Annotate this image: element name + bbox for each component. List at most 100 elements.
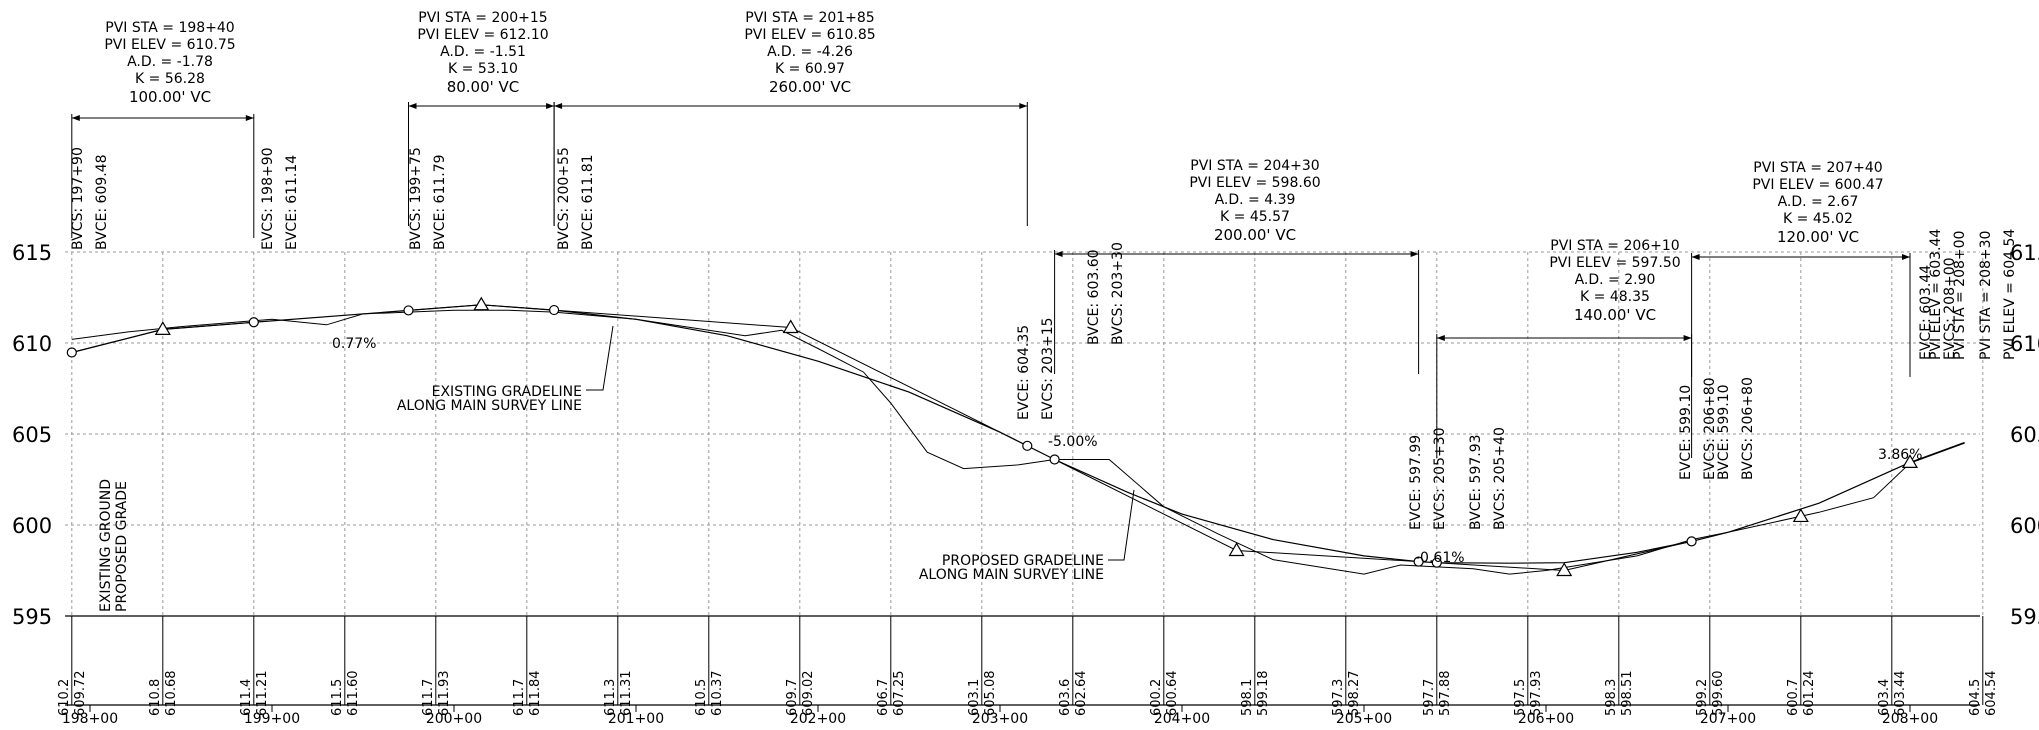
pvi-ad-text: A.D. = 4.39	[1215, 192, 1296, 208]
grade-percent-label: 0.77%	[332, 336, 376, 352]
existing-elevation-value: 611.4	[239, 679, 254, 716]
elevation-tick-label: 605	[12, 423, 52, 447]
pvi-ad-text: A.D. = 2.67	[1778, 194, 1859, 210]
pvi-k-text: K = 53.10	[448, 61, 518, 77]
vc-elevation-label: EVCS: 203+15	[1040, 317, 1056, 420]
proposed-elevation-value: 609.02	[801, 671, 816, 717]
existing-elevation-value: 603.4	[1877, 679, 1892, 716]
elevation-tick-label: 610	[12, 332, 52, 356]
existing-elevation-value: 597.3	[1331, 679, 1346, 716]
proposed-elevation-value: 603.44	[1893, 671, 1908, 717]
pvi-elev-text: PVI ELEV = 610.85	[744, 27, 875, 43]
existing-elevation-value: 603.1	[967, 679, 982, 716]
vc-elevation-label: BVCS: 206+80	[1740, 377, 1756, 480]
vc-station-label: BVCS: 199+75	[408, 147, 424, 250]
vc-station-label: BVCE: 603.60	[1086, 249, 1102, 345]
vc-station-label: PVI ELEV = 603.44	[1928, 229, 1944, 360]
elevation-tick-label-right: 615	[2010, 241, 2039, 265]
arrow-head	[1054, 251, 1063, 257]
arrow-head	[554, 103, 563, 109]
proposed-elevation-value: 597.93	[1529, 671, 1544, 717]
vc-elevation-label: BVCE: 611.81	[580, 154, 596, 250]
pvi-ad-text: A.D. = -1.51	[440, 44, 526, 60]
vc-station-label: BVCS: 197+90	[70, 147, 86, 250]
vc-point-circle	[66, 347, 77, 358]
existing-elevation-value: 611.5	[330, 679, 345, 716]
existing-elevation-value: 611.3	[603, 679, 618, 716]
pvi-sta-text: PVI STA = 198+40	[105, 20, 234, 36]
vc-point-circle	[1431, 557, 1442, 568]
station-label: 199+00	[244, 711, 300, 727]
pvi-elev-text: PVI ELEV = 600.47	[1752, 177, 1883, 193]
proposed-elevation-value: 609.72	[73, 671, 88, 717]
arrow-head	[1683, 335, 1692, 341]
elevation-tick-label: 615	[12, 241, 52, 265]
vc-point-circle	[403, 305, 414, 316]
pvi-elev-text: PVI ELEV = 612.10	[417, 27, 548, 43]
existing-elevation-value: 610.2	[57, 679, 72, 716]
vc-elevation-label: PVI STA = 208+00	[1952, 231, 1968, 360]
pvi-triangle	[1792, 508, 1809, 523]
proposed-elevation-value: 611.31	[619, 671, 634, 717]
vc-station-label: EVCE: 597.99	[1408, 435, 1424, 530]
vc-elevation-label: EVCE: 611.14	[284, 155, 300, 250]
arrow-head	[245, 115, 254, 121]
pvi-sta-text: PVI STA = 206+10	[1550, 238, 1679, 254]
legend-existing-ground: EXISTING GROUND	[98, 479, 114, 612]
callout-existing-line2: ALONG MAIN SURVEY LINE	[397, 398, 582, 414]
vc-elevation-label: BVCS: 203+30	[1110, 242, 1126, 345]
existing-elevation-value: 599.2	[1695, 679, 1710, 716]
proposed-elevation-value: 610.37	[710, 671, 725, 717]
vc-station-label: EVCS: 198+90	[260, 147, 276, 250]
vc-station-label: PVI STA = 208+30	[1978, 231, 1994, 360]
pvi-k-text: K = 48.35	[1580, 289, 1650, 305]
pvi-triangle	[473, 296, 490, 311]
arrow-head	[71, 115, 80, 121]
proposed-elevation-value: 611.84	[528, 671, 543, 717]
pvi-sta-text: PVI STA = 200+15	[418, 10, 547, 26]
proposed-elevation-value: 599.60	[1711, 671, 1726, 717]
pvi-k-text: K = 45.57	[1220, 209, 1290, 225]
arrow-head	[1691, 254, 1700, 260]
grade-percent-label: -5.00%	[1048, 434, 1098, 450]
pvi-triangle	[1228, 542, 1245, 557]
station-label: 198+00	[62, 711, 118, 727]
proposed-elevation-value: 611.21	[255, 671, 270, 717]
proposed-elevation-value: 605.08	[983, 671, 998, 717]
vc-point-circle	[548, 304, 560, 316]
vc-station-label: EVCE: 599.10	[1678, 385, 1694, 480]
pvi-ad-text: A.D. = -4.26	[767, 44, 853, 60]
callout-proposed-leader	[1108, 489, 1135, 561]
existing-elevation-value: 611.7	[421, 679, 436, 716]
vc-station-label: EVCE: 603.44	[1918, 265, 1934, 360]
pvi-sta-text: PVI STA = 201+85	[745, 10, 874, 26]
station-label: 203+00	[972, 711, 1028, 727]
proposed-elevation-value: 599.18	[1256, 671, 1271, 717]
existing-elevation-value: 610.5	[694, 679, 709, 716]
station-label: 205+00	[1336, 711, 1392, 727]
pvi-elev-text: PVI ELEV = 610.75	[104, 37, 235, 53]
vc-station-label: BVCE: 597.93	[1468, 434, 1484, 530]
pvi-triangle	[1901, 454, 1919, 468]
vc-point-circle	[1022, 440, 1033, 451]
station-label: 202+00	[790, 711, 846, 727]
elevation-tick-label: 595	[12, 605, 52, 629]
station-label: 208+00	[1882, 711, 1938, 727]
existing-elevation-value: 606.7	[876, 679, 891, 716]
proposed-elevation-value: 600.64	[1165, 671, 1180, 717]
existing-elevation-value: 600.2	[1149, 679, 1164, 716]
pvi-triangle	[1556, 562, 1573, 577]
existing-elevation-value: 598.3	[1604, 679, 1619, 716]
callout-proposed-line2: ALONG MAIN SURVEY LINE	[919, 567, 1104, 583]
pvi-ad-text: A.D. = 2.90	[1575, 272, 1656, 288]
vc-elevation-label: BVCS: 205+40	[1492, 427, 1508, 530]
vc-elevation-label: BVCE: 609.48	[94, 154, 110, 250]
existing-elevation-value: 611.7	[512, 679, 527, 716]
station-label: 207+00	[1700, 711, 1756, 727]
proposed-elevation-value: 610.68	[164, 671, 179, 717]
grade-percent-label: -0.61%	[1415, 550, 1465, 566]
vc-point-circle	[1686, 536, 1697, 547]
existing-elevation-value: 603.6	[1058, 679, 1073, 716]
vertical-curve-length: 200.00' VC	[1214, 226, 1296, 244]
